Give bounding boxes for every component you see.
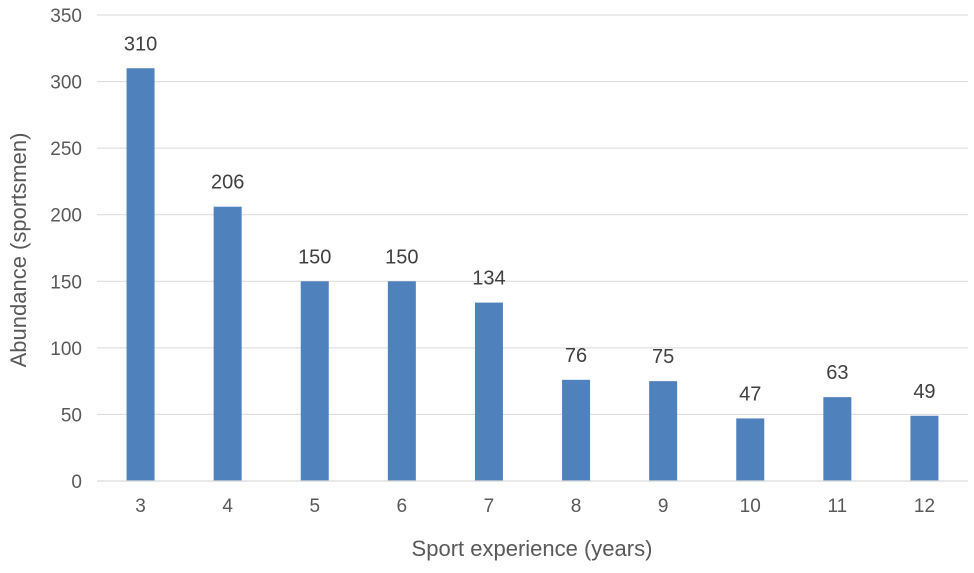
y-axis-title: Abundance (sportsmen)	[6, 133, 31, 368]
data-label: 76	[565, 345, 587, 367]
data-label: 310	[124, 33, 157, 55]
bar-3	[126, 68, 155, 481]
x-tick-label: 11	[827, 496, 847, 517]
gridlines	[97, 14, 968, 415]
axes: 0 50 100 150 200 250 300 350 3 4 5 6 7 8 9 10 11 12	[50, 6, 968, 517]
bar-5	[300, 281, 329, 481]
x-tick-label: 10	[740, 496, 761, 517]
bar-10	[736, 418, 765, 481]
data-label: 47	[739, 383, 761, 405]
data-labels: 310 206 150 150 134 76 75 47 63 49	[124, 33, 936, 405]
data-label: 150	[298, 246, 331, 268]
data-label: 134	[472, 268, 505, 290]
x-tick-label: 5	[309, 496, 320, 517]
y-tick-label: 250	[50, 139, 82, 160]
y-tick-label: 50	[61, 405, 82, 426]
x-tick-label: 8	[571, 496, 582, 517]
bar-11	[823, 397, 852, 481]
y-tick-label: 300	[50, 73, 82, 94]
bar-9	[649, 381, 678, 481]
bar-4	[213, 206, 242, 481]
y-tick-label: 350	[50, 6, 82, 27]
y-tick-label: 150	[50, 272, 82, 293]
data-label: 63	[826, 362, 848, 384]
y-tick-label: 100	[50, 339, 82, 360]
data-label: 150	[385, 246, 418, 268]
bar-6	[387, 281, 416, 481]
bar-12	[910, 415, 939, 481]
bar-7	[474, 302, 503, 481]
data-label: 75	[652, 346, 674, 368]
x-tick-label: 4	[222, 496, 233, 517]
data-label: 49	[913, 381, 935, 403]
x-tick-label: 12	[914, 496, 935, 517]
y-tick-label: 200	[50, 206, 82, 227]
y-tick-label: 0	[71, 472, 82, 493]
x-tick-label: 9	[658, 496, 669, 517]
x-axis-title: Sport experience (years)	[412, 536, 653, 561]
data-label: 206	[211, 172, 244, 194]
x-tick-label: 3	[135, 496, 146, 517]
x-tick-label: 7	[484, 496, 495, 517]
x-tick-label: 6	[397, 496, 408, 517]
bars	[126, 68, 939, 481]
bar-8	[562, 379, 591, 481]
